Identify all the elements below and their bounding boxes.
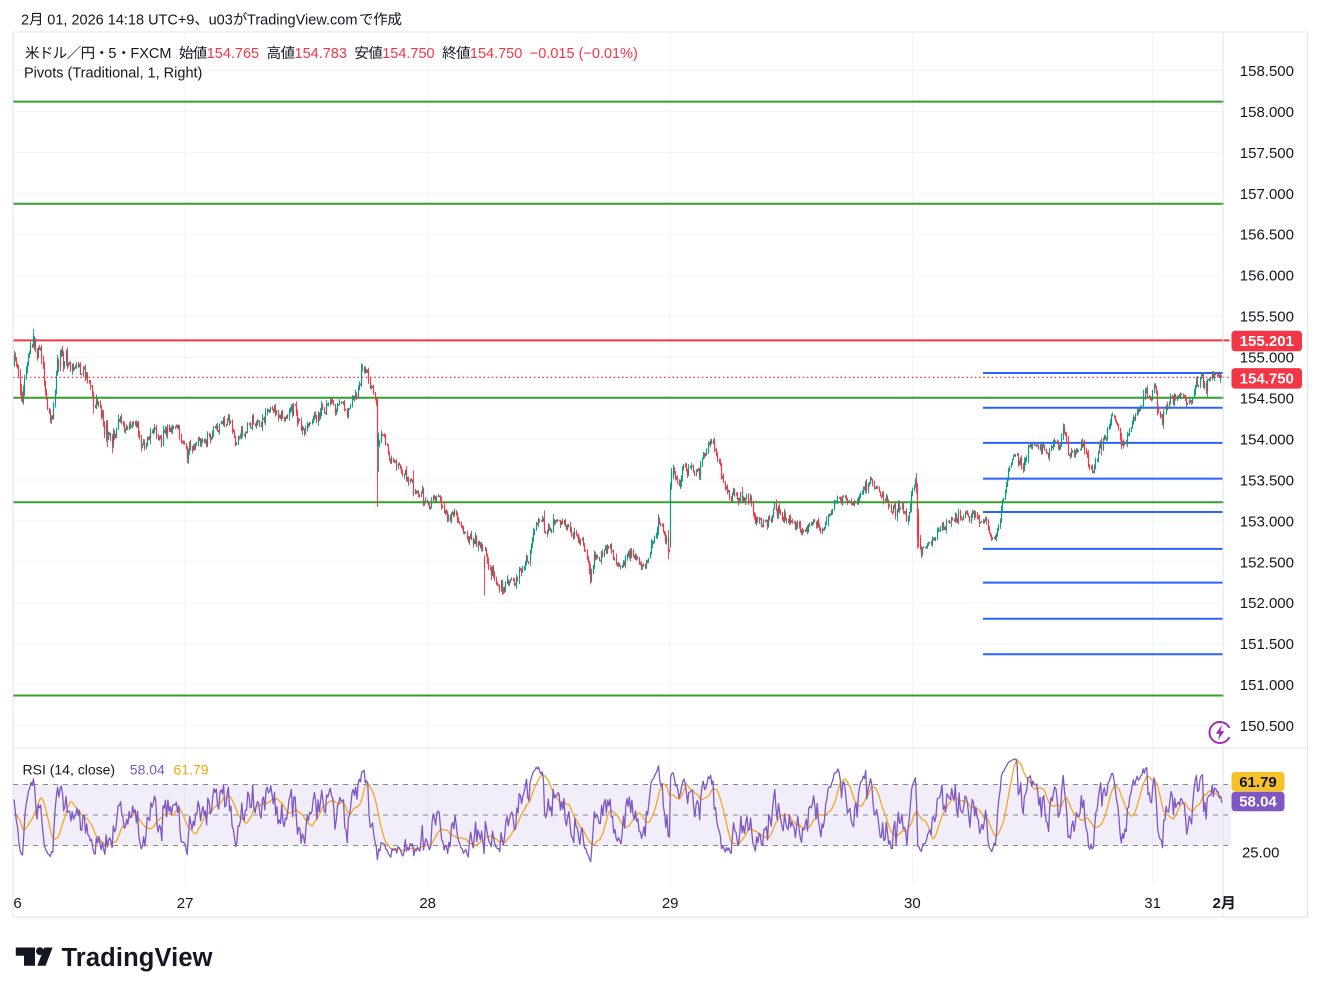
svg-text:152.000: 152.000 [1240, 595, 1294, 612]
svg-text:28: 28 [419, 895, 436, 912]
svg-text:27: 27 [177, 895, 194, 912]
svg-text:31: 31 [1144, 895, 1161, 912]
svg-text:58.04: 58.04 [130, 762, 165, 778]
svg-text:2: 2 [21, 12, 29, 28]
svg-text:61.79: 61.79 [174, 762, 209, 778]
svg-text:154.750: 154.750 [1240, 371, 1294, 388]
svg-text:151.000: 151.000 [1240, 677, 1294, 694]
svg-text:157.000: 157.000 [1240, 186, 1294, 203]
svg-text:152.500: 152.500 [1240, 554, 1294, 571]
svg-text:155.500: 155.500 [1240, 309, 1294, 326]
svg-text:158.500: 158.500 [1240, 63, 1294, 80]
svg-text:u03: u03 [209, 12, 233, 28]
svg-text:156.000: 156.000 [1240, 268, 1294, 285]
svg-text:5: 5 [108, 46, 116, 62]
svg-text:154.765: 154.765 [207, 46, 259, 62]
svg-text:153.500: 153.500 [1240, 472, 1294, 489]
svg-text:154.750: 154.750 [470, 46, 522, 62]
svg-text:158.000: 158.000 [1240, 104, 1294, 121]
svg-text:153.000: 153.000 [1240, 513, 1294, 530]
svg-text:25.00: 25.00 [1242, 844, 1280, 861]
svg-text:157.500: 157.500 [1240, 145, 1294, 162]
svg-text:Pivots (Traditional, 1, Right): Pivots (Traditional, 1, Right) [24, 66, 202, 82]
svg-text:155.201: 155.201 [1240, 333, 1294, 350]
svg-text:TradingView.com: TradingView.com [247, 12, 357, 28]
svg-text:6: 6 [13, 895, 21, 912]
svg-text:58.04: 58.04 [1239, 794, 1277, 811]
svg-text:TradingView: TradingView [62, 944, 213, 972]
svg-text:2: 2 [1213, 895, 1221, 912]
svg-text:RSI (14, close): RSI (14, close) [23, 762, 116, 778]
svg-text:150.500: 150.500 [1240, 718, 1294, 735]
svg-text:30: 30 [904, 895, 921, 912]
svg-text:−0.015 (−0.01%): −0.015 (−0.01%) [530, 46, 638, 62]
svg-text:29: 29 [662, 895, 679, 912]
svg-text:154.750: 154.750 [382, 46, 434, 62]
svg-text:151.500: 151.500 [1240, 636, 1294, 653]
svg-text:154.000: 154.000 [1240, 431, 1294, 448]
svg-text:FXCM: FXCM [130, 46, 171, 62]
svg-text:154.783: 154.783 [295, 46, 347, 62]
svg-text:01, 2026 14:18 UTC+9: 01, 2026 14:18 UTC+9 [47, 12, 194, 28]
svg-text:61.79: 61.79 [1239, 774, 1277, 791]
svg-text:156.500: 156.500 [1240, 227, 1294, 244]
svg-text:155.000: 155.000 [1240, 350, 1294, 367]
svg-text:154.500: 154.500 [1240, 391, 1294, 408]
